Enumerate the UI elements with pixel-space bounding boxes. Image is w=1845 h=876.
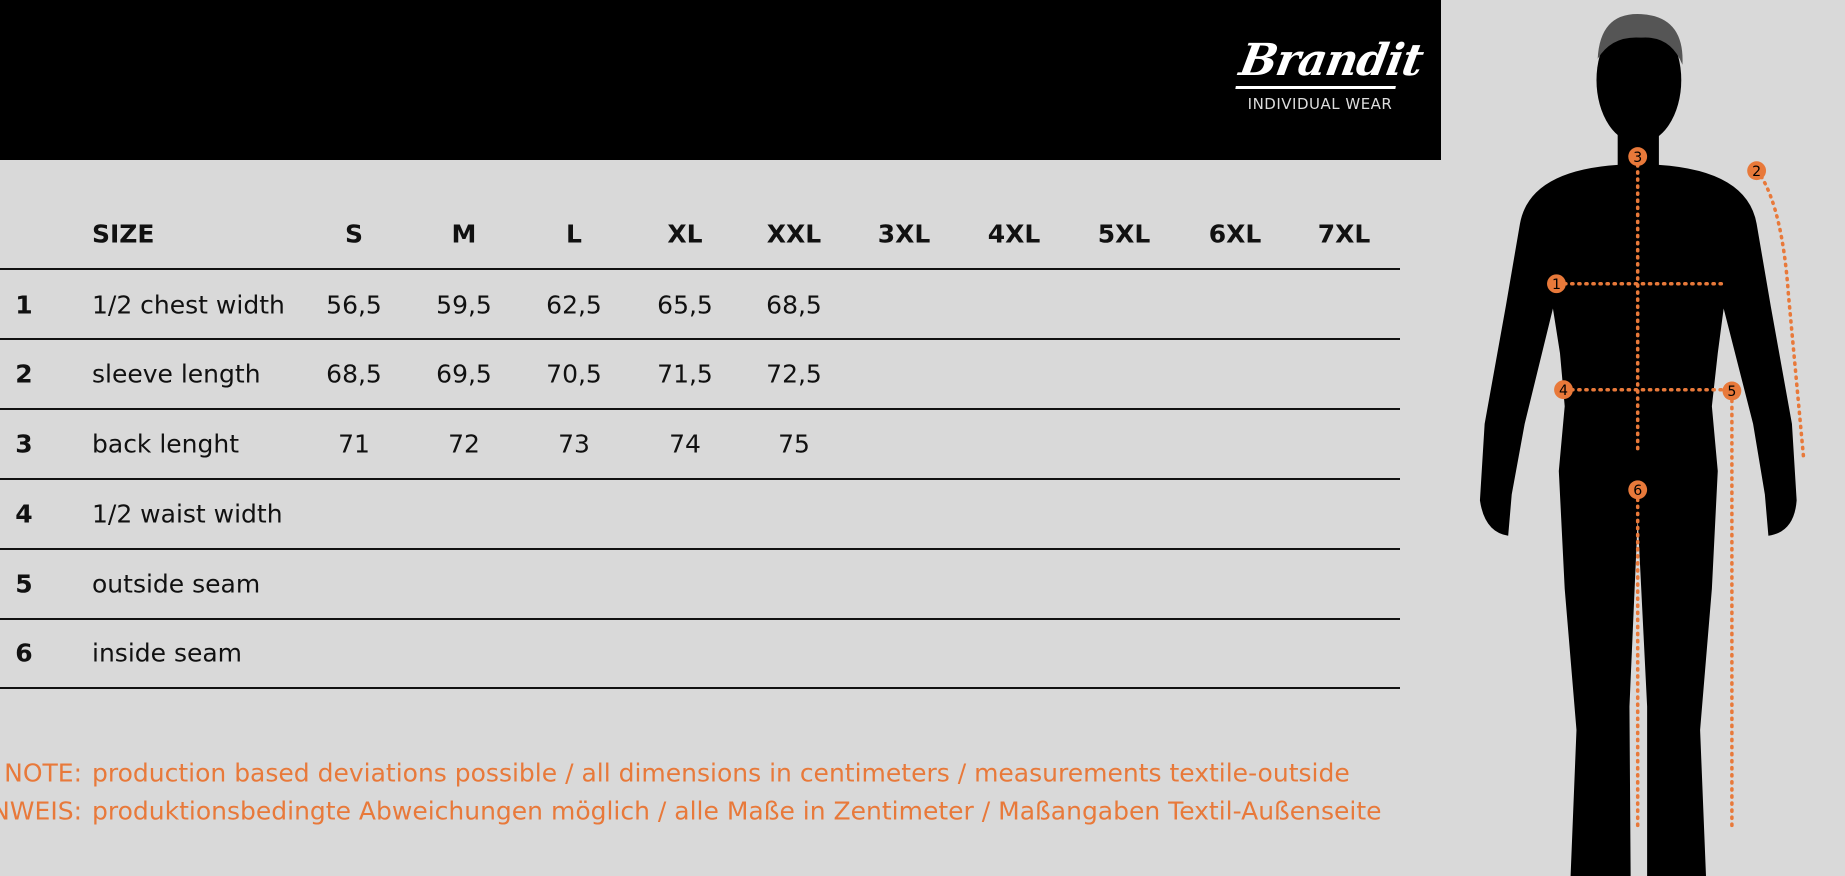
row-divider [0, 548, 1400, 550]
brandit-logo: Brandit INDIVIDUAL WEAR [1235, 35, 1427, 113]
measurement-value: 71 [338, 429, 370, 459]
marker-number: 3 [1633, 150, 1642, 166]
row-divider [0, 268, 1400, 270]
measurement-value: 68,5 [766, 290, 822, 320]
row-number: 2 [15, 359, 33, 389]
size-column-header: 3XL [877, 219, 931, 249]
measurement-value: 72 [448, 429, 480, 459]
measurement-value: 73 [558, 429, 590, 459]
body-silhouette [1479, 14, 1797, 876]
row-divider [0, 338, 1400, 340]
row-label: 1/2 chest width [92, 290, 285, 320]
marker-5: 5 [1722, 381, 1742, 401]
marker-1: 1 [1547, 274, 1566, 294]
logo-brand: Brandit [1235, 35, 1427, 89]
note-text: production based deviations possible / a… [92, 758, 1350, 788]
size-column-header: XXL [766, 219, 822, 249]
measurement-value: 59,5 [436, 290, 492, 320]
row-divider [0, 408, 1400, 410]
marker-circle [1547, 274, 1566, 294]
measurement-value: 62,5 [546, 290, 602, 320]
note-text: produktionsbedingte Abweichungen möglich… [92, 796, 1382, 826]
row-divider [0, 478, 1400, 480]
size-column-header: 4XL [987, 219, 1041, 249]
row-label: 1/2 waist width [92, 499, 283, 529]
size-column-header: 7XL [1317, 219, 1371, 249]
size-column-header: 5XL [1097, 219, 1151, 249]
measurement-value: 75 [778, 429, 810, 459]
marker-circle [1747, 161, 1767, 181]
size-column-header: XL [667, 219, 703, 249]
measurement-value: 68,5 [326, 359, 382, 389]
body-measurement-figure: 1 2 3 4 5 6 [1479, 14, 1806, 876]
measurement-value: 71,5 [657, 359, 713, 389]
row-number: 5 [15, 569, 33, 599]
note-label: NOTE: [4, 758, 82, 788]
measure-line-2 [1759, 174, 1806, 461]
measurement-value: 70,5 [546, 359, 602, 389]
marker-2: 2 [1747, 161, 1767, 181]
row-number: 3 [15, 429, 33, 459]
measurement-value: 74 [669, 429, 701, 459]
row-divider [0, 687, 1400, 689]
marker-number: 4 [1559, 383, 1568, 399]
header-banner: Brandit INDIVIDUAL WEAR [0, 0, 1441, 160]
marker-circle [1554, 380, 1573, 400]
marker-number: 6 [1633, 483, 1642, 499]
row-label: outside seam [92, 569, 261, 599]
row-label: inside seam [92, 638, 243, 668]
marker-number: 5 [1727, 384, 1736, 400]
row-number: 4 [15, 499, 33, 529]
logo-tagline: INDIVIDUAL WEAR [1247, 95, 1393, 113]
measurement-value: 72,5 [766, 359, 822, 389]
size-column-header: L [566, 219, 582, 249]
marker-3: 3 [1628, 147, 1648, 167]
measurement-value: 65,5 [657, 290, 713, 320]
row-label: back lenght [92, 429, 240, 459]
marker-4: 4 [1554, 380, 1573, 400]
row-number: 1 [15, 290, 33, 320]
measurement-value: 69,5 [436, 359, 492, 389]
row-label: sleeve length [92, 359, 261, 389]
measurement-value: 56,5 [326, 290, 382, 320]
size-column-header: 6XL [1208, 219, 1262, 249]
marker-circle [1628, 480, 1648, 500]
marker-number: 1 [1552, 277, 1561, 293]
marker-circle [1628, 147, 1648, 167]
size-column-header: M [451, 219, 477, 249]
size-column-header: S [344, 219, 364, 249]
row-number: 6 [15, 638, 33, 668]
marker-circle [1722, 381, 1742, 401]
size-header: SIZE [92, 219, 155, 249]
note-label: HINWEIS: [0, 796, 82, 826]
marker-6: 6 [1628, 480, 1648, 500]
marker-number: 2 [1752, 164, 1761, 180]
row-divider [0, 618, 1400, 620]
